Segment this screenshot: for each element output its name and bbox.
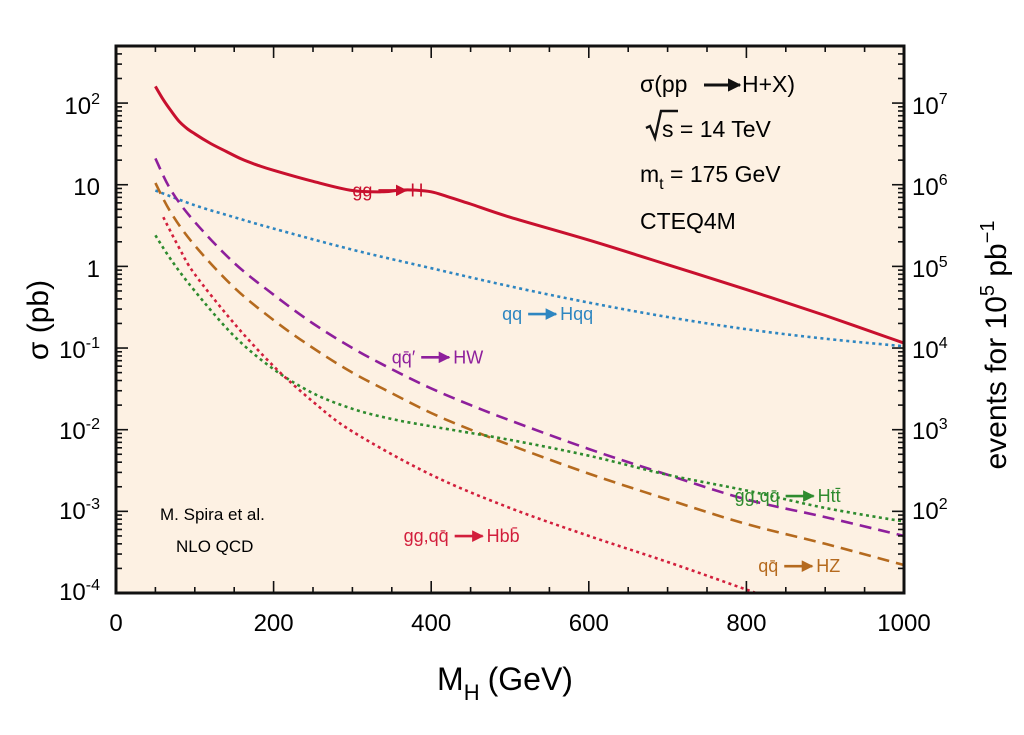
y2-tick-label-1e2: 102 <box>912 496 948 525</box>
top-mass-label: mt = 175 GeV <box>640 161 781 193</box>
series-label-gg-Hbb: gg,qq̄ <box>404 526 449 546</box>
y2-tick-label-1e5: 105 <box>912 254 948 283</box>
tick-layer <box>115 45 905 594</box>
credits-order: NLO QCD <box>176 537 253 556</box>
series-label-gg-H: gg <box>352 180 372 200</box>
y-tick-label-0.1: 10-1 <box>59 335 100 364</box>
series-label-target-gg-Htt: Htt̄ <box>818 486 841 506</box>
y2-axis-label: events for 105 pb−1 <box>977 220 1013 469</box>
series-layer <box>154 85 904 593</box>
y-axis-label: σ (pb) <box>22 280 55 360</box>
x-tick-label-400: 400 <box>411 610 451 637</box>
credits-author: M. Spira et al. <box>160 505 265 524</box>
y2-tick-label-1e6: 106 <box>912 172 948 201</box>
y-tick-label-0.001: 10-3 <box>59 496 100 525</box>
series-label-target-gg-Hbb: Hbb̄ <box>487 526 520 546</box>
y-tick-label-0.0001: 10-4 <box>59 577 100 606</box>
series-line-gg-Hbb <box>162 216 760 593</box>
credits-block: M. Spira et al. NLO QCD <box>160 505 265 556</box>
y-tick-label-10: 10 <box>73 174 100 201</box>
plot-background <box>116 46 904 593</box>
x-tick-label-1000: 1000 <box>877 610 930 637</box>
x-tick-label-600: 600 <box>569 610 609 637</box>
series-label-target-qq-Hqq: Hqq <box>560 304 593 324</box>
y-tick-label-1: 1 <box>87 256 100 283</box>
series-label-gg-Htt: gg,qq̄ <box>735 486 780 506</box>
y2-tick-label-1e3: 103 <box>912 416 948 445</box>
y2-tick-label-1e7: 107 <box>912 91 948 120</box>
series-line-gg-Htt <box>154 234 904 523</box>
pdf-label: CTEQ4M <box>640 208 736 234</box>
y-tick-label-0.01: 10-2 <box>59 416 100 445</box>
x-tick-label-0: 0 <box>109 610 122 637</box>
series-line-qq-Hqq <box>154 189 904 348</box>
y-tick-label-100: 102 <box>64 91 100 120</box>
series-label-qq-Hqq: qq <box>502 304 522 324</box>
y2-tick-label-1e4: 104 <box>912 335 948 364</box>
series-line-qqbar-HZ <box>154 182 904 567</box>
process-label: σ(pp <box>640 71 687 97</box>
series-label-target-qqbar-HZ: HZ <box>816 556 840 576</box>
series-label-layer: gg Hqq Hqq qq̄′ HW qq̄ HZ gg,qq̄ Htt̄ gg,qq̄ Hbb̄ <box>352 180 841 576</box>
x-axis-label: MH (GeV) <box>437 661 573 705</box>
series-label-qqbar-HW: qq̄′ <box>392 347 416 367</box>
sqrt-icon <box>645 109 678 142</box>
process-label-tail: H+X) <box>742 71 795 97</box>
series-line-qqbar-HW <box>154 157 904 538</box>
series-label-qqbar-HZ: qq̄ <box>758 556 778 576</box>
series-line-gg-H <box>154 85 904 345</box>
x-tick-label-800: 800 <box>726 610 766 637</box>
energy-label: s = 14 TeV <box>662 116 772 142</box>
info-block: σ(pp H+X) s = 14 TeV mt = 175 GeV CTEQ4M <box>640 71 795 234</box>
x-tick-label-200: 200 <box>254 610 294 637</box>
series-label-target-gg-H: H <box>410 180 423 200</box>
series-label-target-qqbar-HW: HW <box>453 347 483 367</box>
